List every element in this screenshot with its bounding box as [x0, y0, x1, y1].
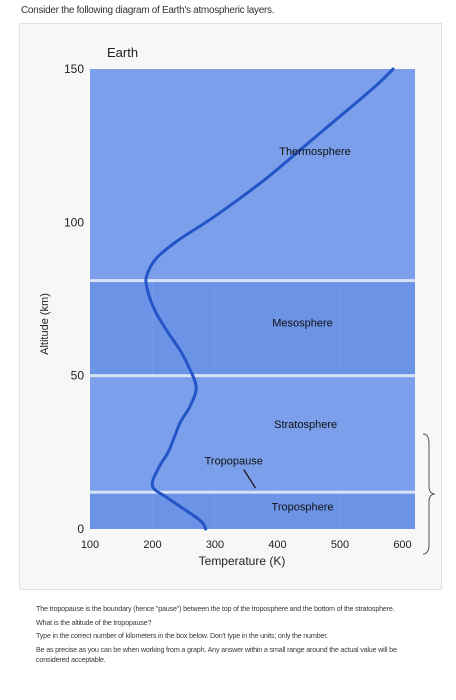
y-tick-label: 0: [77, 522, 84, 536]
layer-band: [90, 69, 415, 281]
x-axis-label: Temperature (K): [199, 554, 286, 568]
layer-boundary-line: [90, 279, 415, 283]
layer-boundary-line: [90, 490, 415, 494]
layer-boundary-line: [90, 374, 415, 378]
question-prompt: What is the altitude of the tropopause?: [36, 617, 152, 627]
layer-label-stratosphere: Stratosphere: [274, 419, 337, 431]
y-tick-label: 50: [71, 369, 85, 383]
layer-label-mesosphere: Mesosphere: [272, 318, 333, 330]
x-tick-label: 100: [81, 539, 99, 551]
tropopause-definition: The tropopause is the boundary (hence "p…: [36, 604, 395, 613]
x-tick-label: 500: [331, 539, 349, 551]
question-intro: Consider the following diagram of Earth'…: [21, 5, 275, 16]
layer-band: [90, 375, 415, 493]
atmosphere-chart: Troposphere Stratosphere Mesosphere Thermos…: [39, 45, 436, 568]
curly-brace: [422, 433, 436, 555]
tropopause-arrow: [243, 469, 257, 489]
precision-note: Be as precise as you can be when working…: [36, 644, 397, 664]
y-tick-label: 100: [64, 215, 84, 229]
x-tick-label: 200: [143, 539, 161, 551]
tropopause-label: Tropopause: [205, 456, 263, 468]
temperature-curve: [144, 67, 395, 531]
chart-title: Earth: [107, 45, 138, 60]
layer-label-troposphere: Troposphere: [272, 502, 334, 514]
question-notes: The tropopause is the boundary (hence "p…: [36, 604, 408, 668]
x-tick-label: 400: [268, 539, 286, 551]
y-tick-label: 150: [64, 62, 84, 76]
x-tick-label: 600: [393, 539, 411, 551]
y-axis-label: Altitude (km): [39, 293, 51, 355]
answer-instructions: Type in the correct number of kilometers…: [36, 631, 328, 640]
layer-label-thermosphere: Thermosphere: [279, 146, 351, 158]
atmosphere-chart-panel: Troposphere Stratosphere Mesosphere Thermos…: [19, 23, 442, 590]
x-tick-label: 300: [206, 539, 224, 551]
